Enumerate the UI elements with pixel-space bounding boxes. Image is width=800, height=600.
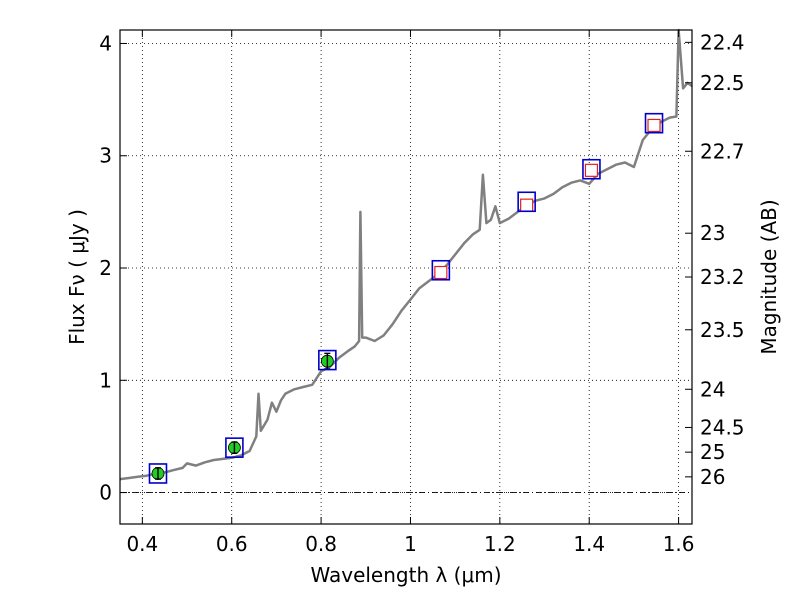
y2-tick-label: 25 (700, 440, 725, 464)
y2-tick-label: 22.5 (700, 71, 745, 95)
x-tick-label: 1 (404, 532, 417, 556)
x-tick-label: 0.6 (216, 532, 248, 556)
x-tick-label: 1.2 (484, 532, 516, 556)
x-tick-label: 0.8 (305, 532, 337, 556)
model-photometry-box (431, 259, 451, 281)
model-photometry-box (148, 463, 168, 484)
model-photometry-box (517, 191, 536, 213)
model-photometry-box (582, 158, 601, 180)
predicted-point (434, 265, 448, 280)
y2-tick-label: 23 (700, 221, 725, 245)
y-tick-label: 1 (99, 368, 112, 392)
y2-tick-label: 23.5 (700, 318, 745, 342)
x-tick-label: 1.6 (663, 532, 695, 556)
y2-tick-label: 24.5 (700, 415, 745, 439)
x-axis-title: Wavelength λ (μm) (310, 563, 501, 587)
y2-tick-label: 22.4 (700, 30, 745, 54)
y2-tick-label: 24 (700, 377, 725, 401)
model-photometry-box (644, 112, 664, 134)
y2-tick-label: 22.7 (700, 139, 745, 163)
plot-data (119, 28, 693, 484)
model-photometry-box (318, 349, 337, 371)
y-tick-label: 0 (99, 481, 112, 505)
x-tick-label: 0.4 (126, 532, 158, 556)
y-tick-label: 3 (99, 144, 112, 168)
predicted-point (647, 118, 661, 133)
x-tick-label: 1.4 (573, 532, 605, 556)
predicted-point (520, 198, 534, 212)
predicted-point (584, 163, 599, 177)
y2-tick-label: 23.2 (700, 265, 745, 289)
y-tick-label: 4 (99, 31, 112, 55)
model-photometry-box (225, 437, 244, 458)
y-tick-label: 2 (99, 256, 112, 280)
right-axis-title: Magnitude (AB) (757, 199, 781, 354)
model-spectrum-line (119, 28, 693, 481)
y-axis-title: Flux Fν ( μJy ) (65, 209, 89, 345)
y2-tick-label: 26 (700, 465, 725, 489)
grid-lines (120, 30, 692, 524)
plot-frame (119, 29, 693, 525)
